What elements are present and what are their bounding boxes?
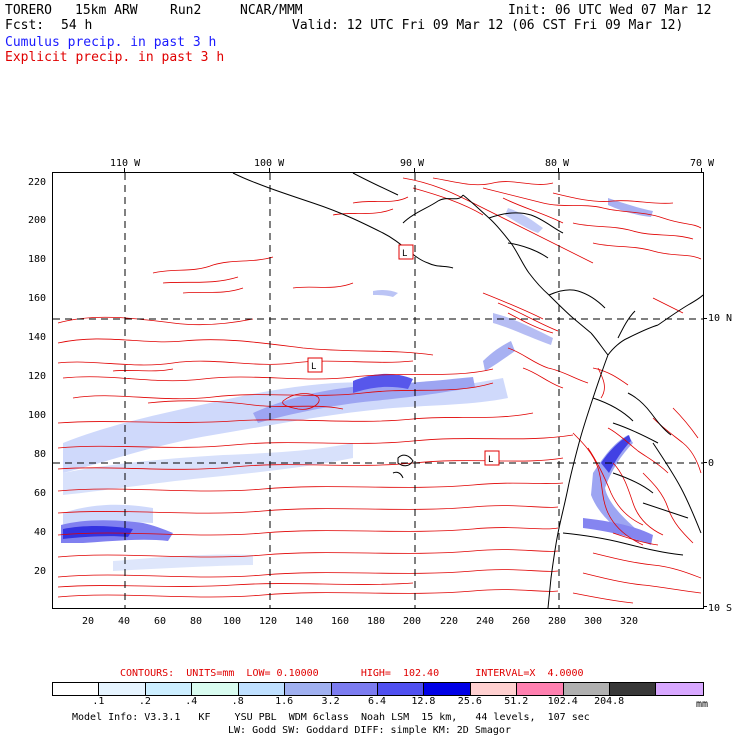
y-tick-label: 180 [27, 254, 46, 265]
colorbar-cell [424, 683, 471, 695]
x-tick-label: 140 [295, 616, 314, 627]
colorbar-label: 3.2 [321, 696, 340, 707]
model-info: Model Info: V3.3.1 KF YSU PBL WDM 6class… [72, 712, 590, 723]
low-marker-label: L [402, 249, 407, 259]
low-pressure-markers [307, 244, 500, 466]
colorbar-cell [99, 683, 146, 695]
colorbar-cell [238, 683, 286, 695]
lon-label: 110 W [110, 158, 141, 169]
colorbar-cell [377, 683, 425, 695]
coastlines [232, 173, 703, 608]
forecast-hours: 54 h [61, 18, 93, 33]
forecast-label: Fcst: [5, 18, 45, 33]
colorbar-cell [656, 683, 703, 695]
contour-info: CONTOURS: UNITS=mm LOW= 0.10000 HIGH= 10… [120, 668, 584, 679]
model-org: NCAR/MMM [240, 3, 303, 18]
x-tick-label: 200 [403, 616, 422, 627]
x-tick-label: 280 [548, 616, 567, 627]
y-tick-label: 20 [33, 566, 46, 577]
colorbar-cell [331, 683, 378, 695]
colorbar-label: .1 [92, 696, 105, 707]
colorbar-label: .4 [185, 696, 198, 707]
colorbar [52, 682, 704, 696]
y-tick-label: 140 [27, 332, 46, 343]
precip-map: L L L [52, 172, 704, 609]
lat-label: 0 [708, 458, 715, 469]
colorbar-unit: mm [696, 699, 709, 710]
y-tick-label: 160 [27, 293, 46, 304]
valid-time: Valid: 12 UTC Fri 09 Mar 12 (06 CST Fri … [292, 18, 684, 33]
x-tick-label: 260 [512, 616, 531, 627]
model-run: Run2 [170, 3, 202, 18]
x-tick-label: 160 [331, 616, 350, 627]
model-title: TORERO [5, 3, 52, 18]
legend-cumulus: Cumulus precip. in past 3 h [5, 35, 217, 50]
graticule [53, 173, 703, 608]
explicit-precip-contours [57, 177, 702, 604]
colorbar-label: 51.2 [504, 696, 529, 707]
y-tick-label: 200 [27, 215, 46, 226]
x-tick-label: 220 [440, 616, 459, 627]
colorbar-cell [517, 683, 564, 695]
low-marker-label: L [488, 455, 493, 465]
colorbar-cell [145, 683, 193, 695]
colorbar-label: 1.6 [275, 696, 294, 707]
low-marker-label: L [311, 362, 316, 372]
lat-label: 10 N [708, 313, 733, 324]
x-tick-label: 320 [620, 616, 639, 627]
colorbar-cell [192, 683, 239, 695]
colorbar-label: .8 [231, 696, 244, 707]
x-tick-label: 300 [584, 616, 603, 627]
colorbar-label: 12.8 [411, 696, 436, 707]
y-tick-label: 80 [33, 449, 46, 460]
colorbar-cell [470, 683, 518, 695]
x-tick-label: 20 [82, 616, 95, 627]
physics-info: LW: Godd SW: Goddard DIFF: simple KM: 2D… [228, 725, 511, 736]
lon-label: 80 W [545, 158, 570, 169]
colorbar-label: 204.8 [594, 696, 625, 707]
colorbar-cell [610, 683, 657, 695]
x-tick-label: 180 [367, 616, 386, 627]
x-tick-label: 80 [190, 616, 203, 627]
model-resolution: 15km ARW [75, 3, 138, 18]
x-tick-label: 240 [476, 616, 495, 627]
lon-label: 100 W [254, 158, 285, 169]
colorbar-label: 6.4 [367, 696, 387, 707]
y-tick-label: 100 [27, 410, 46, 421]
lat-label: 10 S [708, 603, 733, 614]
y-tick-label: 120 [27, 371, 46, 382]
legend-explicit: Explicit precip. in past 3 h [5, 50, 225, 65]
y-tick-label: 60 [33, 488, 46, 499]
map-canvas: L L L [53, 173, 703, 608]
x-tick-label: 40 [118, 616, 131, 627]
colorbar-label: 102.4 [547, 696, 578, 707]
lon-label: 90 W [400, 158, 425, 169]
colorbar-cell [563, 683, 611, 695]
cumulus-precip-bands [61, 198, 653, 571]
colorbar-label: .2 [138, 696, 151, 707]
x-tick-label: 100 [223, 616, 242, 627]
y-tick-label: 40 [33, 527, 46, 538]
colorbar-label: 25.6 [457, 696, 482, 707]
colorbar-cell [53, 683, 100, 695]
x-tick-label: 120 [259, 616, 278, 627]
lon-label: 70 W [690, 158, 715, 169]
y-tick-label: 220 [27, 177, 46, 188]
colorbar-cell [285, 683, 332, 695]
init-time: Init: 06 UTC Wed 07 Mar 12 [508, 3, 712, 18]
x-tick-label: 60 [154, 616, 167, 627]
